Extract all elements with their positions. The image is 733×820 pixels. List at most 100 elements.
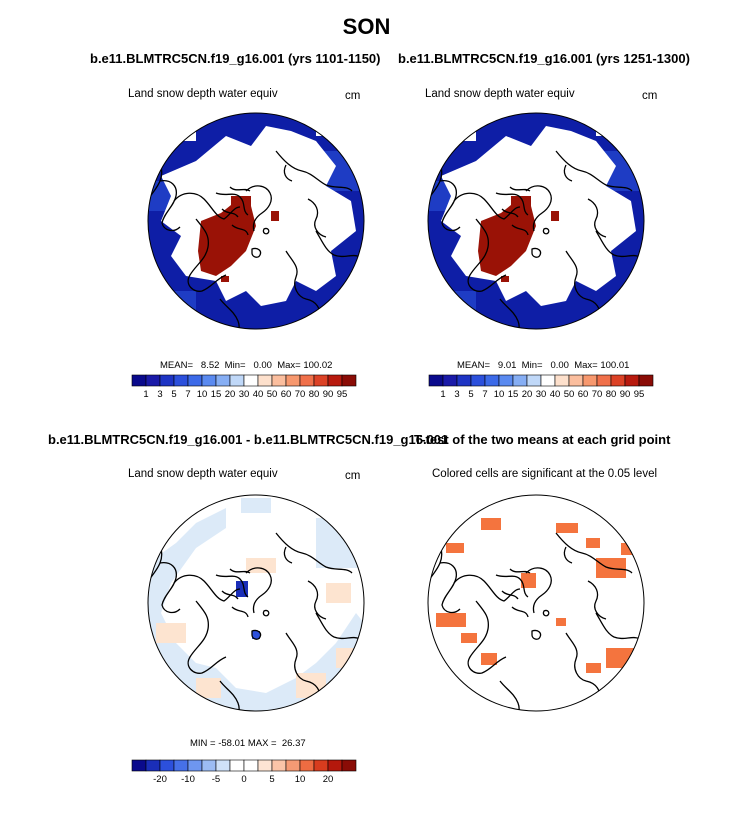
colorbar-box (257, 374, 273, 387)
colorbar-tick-label: 60 (281, 389, 292, 400)
panel-4-map (427, 494, 645, 712)
colorbar-box (442, 374, 458, 387)
colorbar-tick-label: 3 (157, 389, 162, 400)
colorbar-box (341, 759, 357, 772)
colorbar-tick-label: 95 (634, 389, 645, 400)
colorbar-box (243, 759, 259, 772)
panel-3-units: cm (345, 470, 361, 482)
colorbar-box (582, 374, 598, 387)
colorbar-box (173, 374, 189, 387)
colorbar-box (526, 374, 542, 387)
colorbar-tick-label: 20 (522, 389, 533, 400)
colorbar-box (173, 759, 189, 772)
colorbar-box (624, 374, 640, 387)
colorbar-tick-label: 40 (253, 389, 264, 400)
colorbar-tick-label: 50 (267, 389, 278, 400)
colorbar-box (299, 374, 315, 387)
panel-1-map (147, 112, 365, 330)
panel-1-units: cm (345, 90, 361, 102)
colorbar-tick-label: 60 (578, 389, 589, 400)
colorbar-box (285, 374, 301, 387)
colorbar-tick-label: -10 (181, 774, 195, 785)
colorbar-tick-label: 10 (295, 774, 306, 785)
colorbar-tick-label: 7 (482, 389, 487, 400)
panel-2-colorbar: 1 3 5 7 10 15 20 30 40 50 60 70 80 90 95 (428, 374, 654, 400)
colorbar-tick-label: 80 (309, 389, 320, 400)
colorbar-tick-label: 90 (620, 389, 631, 400)
colorbar-box (484, 374, 500, 387)
panel-1-stats: MEAN= 8.52 Min= 0.00 Max= 100.02 (160, 360, 333, 371)
colorbar-box (229, 374, 245, 387)
colorbar-tick-label: 50 (564, 389, 575, 400)
colorbar-tick-label: 30 (239, 389, 250, 400)
colorbar-tick-label: 10 (494, 389, 505, 400)
colorbar-tick-label: 10 (197, 389, 208, 400)
colorbar-box (285, 759, 301, 772)
colorbar-box (540, 374, 556, 387)
colorbar-tick-label: 7 (185, 389, 190, 400)
colorbar-tick-label: 5 (269, 774, 274, 785)
colorbar-tick-label: 20 (323, 774, 334, 785)
panel-2-field: Land snow depth water equiv (425, 88, 575, 100)
colorbar-tick-label: 0 (241, 774, 246, 785)
colorbar-box (498, 374, 514, 387)
panel-3-colorbar: -20 -10 -5 0 5 10 20 (131, 759, 357, 785)
colorbar-box (215, 759, 231, 772)
colorbar-tick-label: 5 (468, 389, 473, 400)
colorbar-box (313, 759, 329, 772)
colorbar-tick-label: 20 (225, 389, 236, 400)
colorbar-box (327, 759, 343, 772)
colorbar-tick-label: 95 (337, 389, 348, 400)
colorbar-box (159, 374, 175, 387)
colorbar-box (554, 374, 570, 387)
colorbar-box (610, 374, 626, 387)
colorbar-box (313, 374, 329, 387)
colorbar-box (299, 759, 315, 772)
panel-4-field: Colored cells are significant at the 0.0… (432, 468, 658, 480)
colorbar-tick-label: 80 (606, 389, 617, 400)
colorbar-box (131, 374, 147, 387)
colorbar-box (470, 374, 486, 387)
figure-title: SON (342, 14, 391, 39)
colorbar-box (638, 374, 654, 387)
colorbar-box (243, 374, 259, 387)
panel-2-title: b.e11.BLMTRC5CN.f19_g16.001 (yrs 1251-13… (398, 51, 690, 66)
colorbar-box (229, 759, 245, 772)
colorbar-tick-label: -20 (153, 774, 167, 785)
panel-1-field: Land snow depth water equiv (128, 88, 278, 100)
colorbar-box (145, 374, 161, 387)
colorbar-box (201, 759, 217, 772)
colorbar-tick-label: 70 (295, 389, 306, 400)
colorbar-box (271, 374, 287, 387)
panel-1-title: b.e11.BLMTRC5CN.f19_g16.001 (yrs 1101-11… (90, 51, 381, 66)
colorbar-box (327, 374, 343, 387)
colorbar-tick-label: 15 (211, 389, 222, 400)
panel-3-map (147, 494, 365, 712)
colorbar-box (159, 759, 175, 772)
colorbar-tick-label: -5 (212, 774, 220, 785)
panel-4-title: T-test of the two means at each grid poi… (414, 432, 671, 447)
colorbar-tick-label: 3 (454, 389, 459, 400)
panel-3-title: b.e11.BLMTRC5CN.f19_g16.001 - b.e11.BLMT… (48, 432, 449, 447)
colorbar-box (187, 759, 203, 772)
panel-2-stats: MEAN= 9.01 Min= 0.00 Max= 100.01 (457, 360, 630, 371)
colorbar-box (512, 374, 528, 387)
colorbar-box (215, 374, 231, 387)
colorbar-box (131, 759, 147, 772)
colorbar-box (428, 374, 444, 387)
colorbar-tick-label: 1 (440, 389, 445, 400)
colorbar-tick-label: 5 (171, 389, 176, 400)
colorbar-tick-label: 15 (508, 389, 519, 400)
colorbar-box (456, 374, 472, 387)
colorbar-tick-label: 70 (592, 389, 603, 400)
panel-2-units: cm (642, 90, 658, 102)
colorbar-tick-label: 30 (536, 389, 547, 400)
colorbar-box (596, 374, 612, 387)
colorbar-box (187, 374, 203, 387)
colorbar-box (568, 374, 584, 387)
colorbar-box (201, 374, 217, 387)
panel-2-map (427, 112, 645, 330)
colorbar-tick-label: 90 (323, 389, 334, 400)
colorbar-tick-label: 40 (550, 389, 561, 400)
colorbar-box (145, 759, 161, 772)
